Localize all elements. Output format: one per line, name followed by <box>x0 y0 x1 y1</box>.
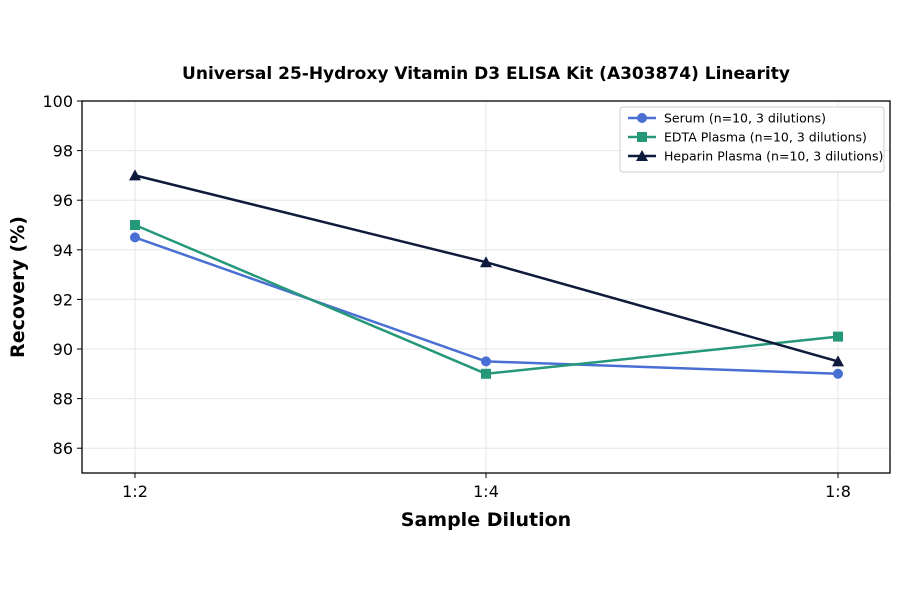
data-point-circle <box>481 356 491 367</box>
data-point-triangle <box>636 150 648 161</box>
legend-label: Heparin Plasma (n=10, 3 dilutions) <box>664 149 883 164</box>
chart-title: Universal 25-Hydroxy Vitamin D3 ELISA Ki… <box>182 64 790 84</box>
series-1 <box>130 232 843 379</box>
axis-ticks: 86 88 90 92 94 96 98 100 1:2 1:4 1:8 <box>42 92 850 501</box>
y-tick-label: 90 <box>53 340 73 359</box>
legend-label: Serum (n=10, 3 dilutions) <box>664 111 826 126</box>
data-point-square <box>637 132 647 142</box>
y-axis-label: Recovery (%) <box>7 216 29 358</box>
data-point-square <box>130 220 140 230</box>
legend-box <box>619 106 885 173</box>
data-point-circle <box>130 232 140 243</box>
y-tick-label: 98 <box>53 142 73 161</box>
legend: Serum (n=10, 3 dilutions) EDTA Plasma (n=… <box>619 106 885 173</box>
y-tick-label: 86 <box>53 439 73 458</box>
x-tick-label: 1:4 <box>473 482 499 501</box>
legend-item: Serum (n=10, 3 dilutions) <box>628 111 826 126</box>
series-2 <box>130 220 843 379</box>
legend-item: EDTA Plasma (n=10, 3 dilutions) <box>628 130 867 145</box>
data-point-triangle <box>129 169 141 181</box>
y-tick-label: 94 <box>53 241 73 260</box>
data-point-triangle <box>480 256 492 268</box>
data-point-square <box>833 331 843 342</box>
series-3 <box>129 169 844 367</box>
y-tick-label: 92 <box>53 290 73 309</box>
y-tick-label: 100 <box>42 92 73 111</box>
legend-item: Heparin Plasma (n=10, 3 dilutions) <box>628 149 883 164</box>
x-tick-label: 1:2 <box>122 482 148 501</box>
y-tick-label: 88 <box>53 390 73 409</box>
x-axis-label: Sample Dilution <box>401 509 571 531</box>
legend-label: EDTA Plasma (n=10, 3 dilutions) <box>664 130 867 145</box>
data-point-circle <box>833 368 843 379</box>
x-tick-label: 1:8 <box>825 482 851 501</box>
y-tick-label: 96 <box>53 191 73 210</box>
series-lines <box>129 169 844 379</box>
data-point-triangle <box>832 355 844 367</box>
data-point-square <box>481 368 491 379</box>
data-point-circle <box>637 113 647 123</box>
